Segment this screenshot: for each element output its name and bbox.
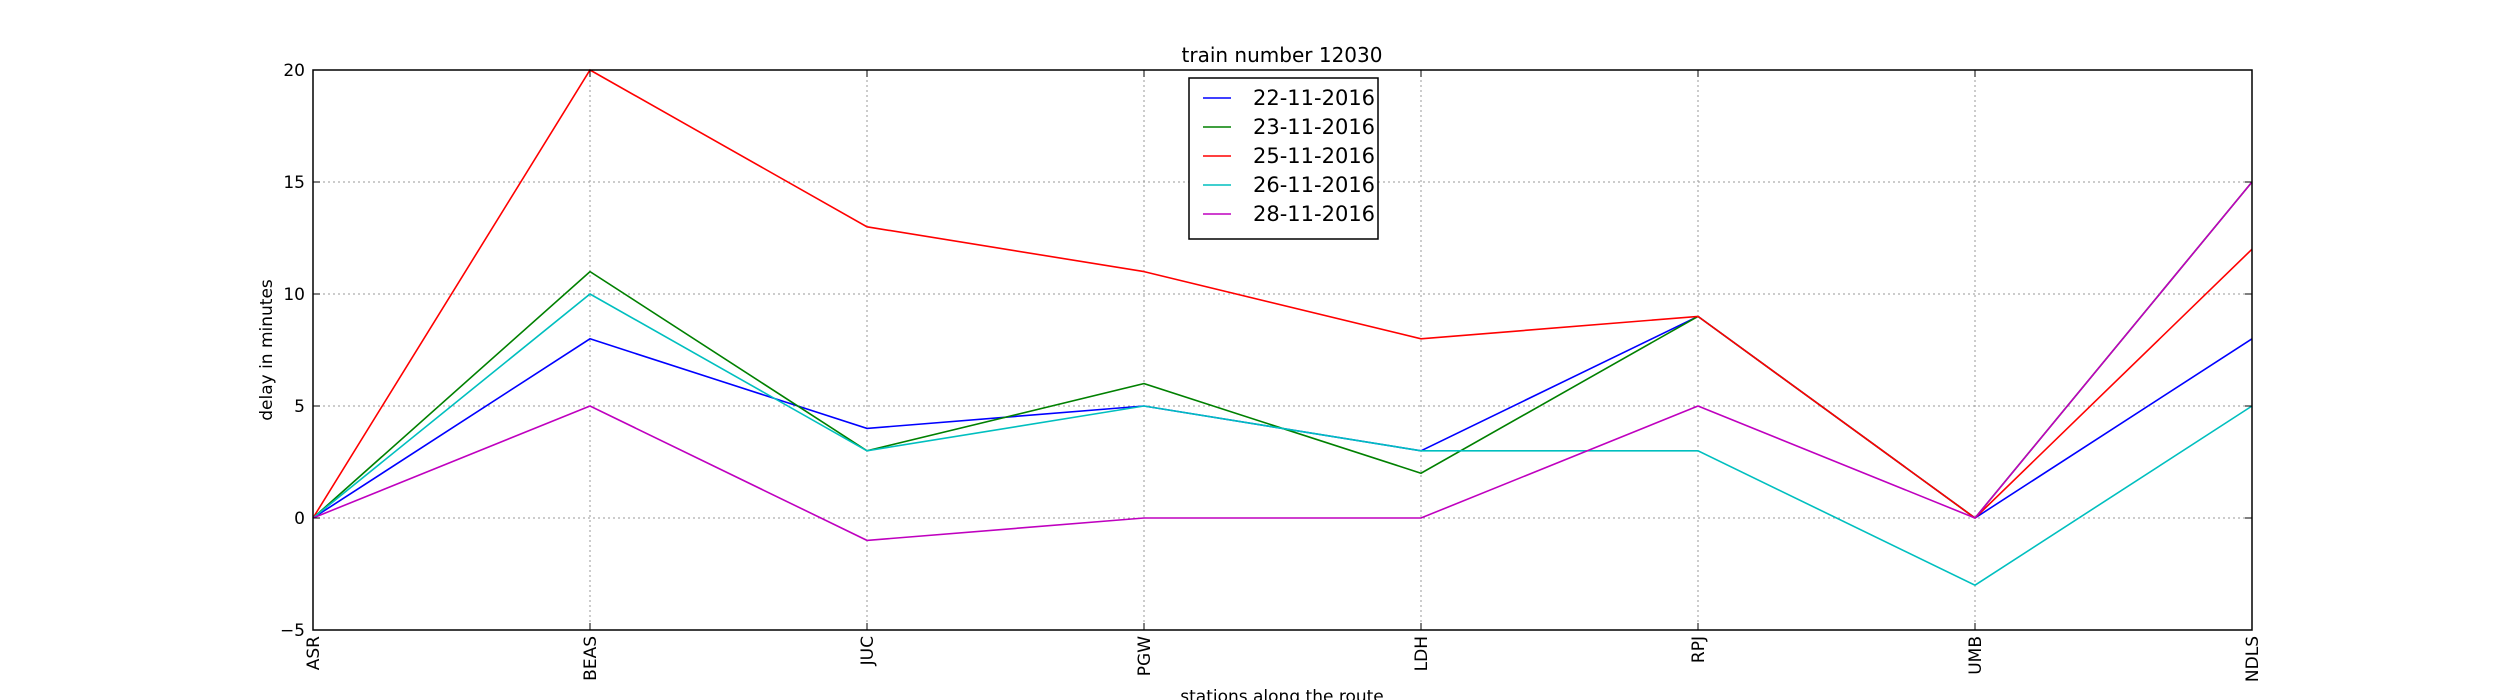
x-tick-label: BEAS <box>581 636 601 681</box>
y-tick-label: 0 <box>294 509 305 529</box>
y-tick-label: −5 <box>280 621 305 641</box>
x-tick-label: RPJ <box>1689 636 1709 663</box>
y-tick-label: 20 <box>283 61 305 81</box>
x-tick-label: ASR <box>304 636 324 670</box>
x-tick-label: PGW <box>1135 636 1155 676</box>
legend-entry: 25-11-2016 <box>1253 144 1375 168</box>
x-tick-label: UMB <box>1966 636 1986 675</box>
series-line-22-11-2016 <box>312 315 2253 519</box>
legend: 22-11-2016 23-11-2016 25-11-2016 26-11-2016… <box>1188 77 1379 240</box>
legend-entry: 26-11-2016 <box>1253 173 1375 197</box>
legend-box <box>1188 77 1379 240</box>
x-tick-label: JUC <box>858 636 878 666</box>
chart-title: train number 12030 <box>1182 43 1383 67</box>
series-lines <box>312 68 2253 587</box>
legend-entry: 22-11-2016 <box>1253 86 1375 110</box>
y-tick-label: 5 <box>294 397 305 417</box>
axis-ticks: ASR BEAS JUC PGW LDH RPJ UMB NDLS −5 0 5 10 15 20 <box>280 61 2263 682</box>
x-tick-label: LDH <box>1412 636 1432 671</box>
legend-entry: 23-11-2016 <box>1253 115 1375 139</box>
plot-frame <box>312 69 2253 631</box>
series-line-25-11-2016 <box>312 68 2253 520</box>
legend-entry: 28-11-2016 <box>1253 202 1375 226</box>
y-tick-label: 15 <box>283 173 305 193</box>
series-line-26-11-2016 <box>312 293 2253 587</box>
series-line-28-11-2016 <box>312 181 2253 542</box>
x-axis-label: stations along the route <box>1180 687 1384 700</box>
y-tick-label: 10 <box>283 285 305 305</box>
y-axis-label: delay in minutes <box>257 279 277 421</box>
x-tick-label: NDLS <box>2243 636 2263 682</box>
